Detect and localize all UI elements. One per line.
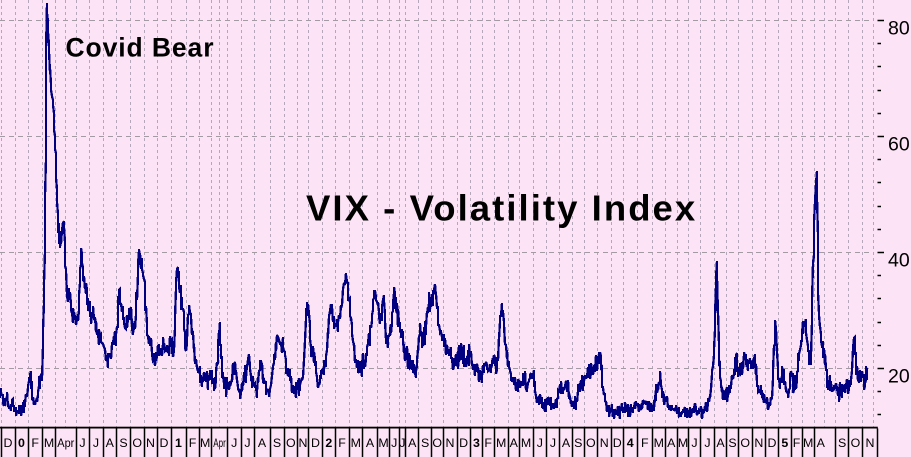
svg-text:4: 4 bbox=[627, 436, 634, 450]
svg-text:A: A bbox=[366, 436, 375, 450]
svg-text:N: N bbox=[299, 436, 308, 450]
svg-text:N: N bbox=[600, 436, 609, 450]
svg-text:M: M bbox=[44, 436, 54, 450]
svg-text:D: D bbox=[613, 436, 622, 450]
svg-text:N: N bbox=[866, 436, 875, 450]
svg-text:J: J bbox=[391, 436, 397, 450]
svg-text:20.: 20. bbox=[888, 366, 911, 388]
svg-text:S: S bbox=[728, 436, 736, 450]
svg-text:J: J bbox=[244, 436, 250, 450]
svg-text:S: S bbox=[838, 436, 846, 450]
svg-text:J: J bbox=[691, 436, 697, 450]
svg-text:D: D bbox=[160, 436, 169, 450]
svg-text:M: M bbox=[521, 436, 531, 450]
svg-text:J: J bbox=[550, 436, 556, 450]
svg-text:O: O bbox=[851, 436, 861, 450]
svg-text:J: J bbox=[537, 436, 543, 450]
svg-text:J: J bbox=[399, 436, 405, 450]
svg-text:A: A bbox=[258, 436, 267, 450]
svg-text:F: F bbox=[31, 436, 39, 450]
svg-text:0: 0 bbox=[18, 436, 25, 450]
svg-text:3: 3 bbox=[473, 436, 480, 450]
svg-text:D: D bbox=[311, 436, 320, 450]
svg-text:J: J bbox=[231, 436, 237, 450]
svg-text:A: A bbox=[562, 436, 571, 450]
svg-text:M: M bbox=[678, 436, 688, 450]
svg-text:J: J bbox=[704, 436, 710, 450]
svg-text:VIX - Volatility Index: VIX - Volatility Index bbox=[306, 188, 697, 229]
svg-text:F: F bbox=[189, 436, 197, 450]
svg-text:Apr: Apr bbox=[57, 436, 74, 450]
svg-text:J: J bbox=[79, 436, 85, 450]
svg-text:O: O bbox=[432, 436, 442, 450]
svg-text:M: M bbox=[378, 436, 388, 450]
svg-text:F: F bbox=[484, 436, 492, 450]
svg-text:Apr: Apr bbox=[213, 436, 226, 450]
svg-text:2: 2 bbox=[325, 436, 332, 450]
svg-text:M: M bbox=[200, 436, 210, 450]
svg-text:M: M bbox=[654, 436, 664, 450]
svg-text:F: F bbox=[641, 436, 649, 450]
svg-text:O: O bbox=[586, 436, 596, 450]
svg-text:F: F bbox=[793, 436, 801, 450]
svg-text:A: A bbox=[667, 436, 676, 450]
svg-text:S: S bbox=[273, 436, 281, 450]
svg-text:O: O bbox=[132, 436, 142, 450]
svg-text:D: D bbox=[768, 436, 777, 450]
svg-text:60.: 60. bbox=[888, 134, 911, 156]
svg-text:O: O bbox=[286, 436, 296, 450]
svg-text:M: M bbox=[496, 436, 506, 450]
svg-text:F: F bbox=[338, 436, 346, 450]
svg-text:S: S bbox=[119, 436, 127, 450]
svg-text:O: O bbox=[740, 436, 750, 450]
svg-text:5: 5 bbox=[781, 436, 788, 450]
svg-text:A: A bbox=[817, 436, 826, 450]
svg-text:A: A bbox=[408, 436, 417, 450]
svg-text:40.: 40. bbox=[888, 250, 911, 272]
svg-text:S: S bbox=[421, 436, 429, 450]
svg-text:M: M bbox=[351, 436, 361, 450]
svg-text:A: A bbox=[716, 436, 725, 450]
svg-text:N: N bbox=[754, 436, 763, 450]
svg-text:N: N bbox=[146, 436, 155, 450]
svg-text:N: N bbox=[446, 436, 455, 450]
svg-text:A: A bbox=[510, 436, 519, 450]
svg-text:A: A bbox=[106, 436, 115, 450]
svg-text:D: D bbox=[4, 436, 13, 450]
svg-text:80.: 80. bbox=[888, 18, 911, 40]
svg-text:D: D bbox=[459, 436, 468, 450]
svg-text:S: S bbox=[574, 436, 582, 450]
svg-text:M: M bbox=[803, 436, 813, 450]
svg-text:1: 1 bbox=[175, 436, 182, 450]
svg-text:J: J bbox=[93, 436, 99, 450]
svg-text:Covid Bear: Covid Bear bbox=[66, 33, 215, 63]
